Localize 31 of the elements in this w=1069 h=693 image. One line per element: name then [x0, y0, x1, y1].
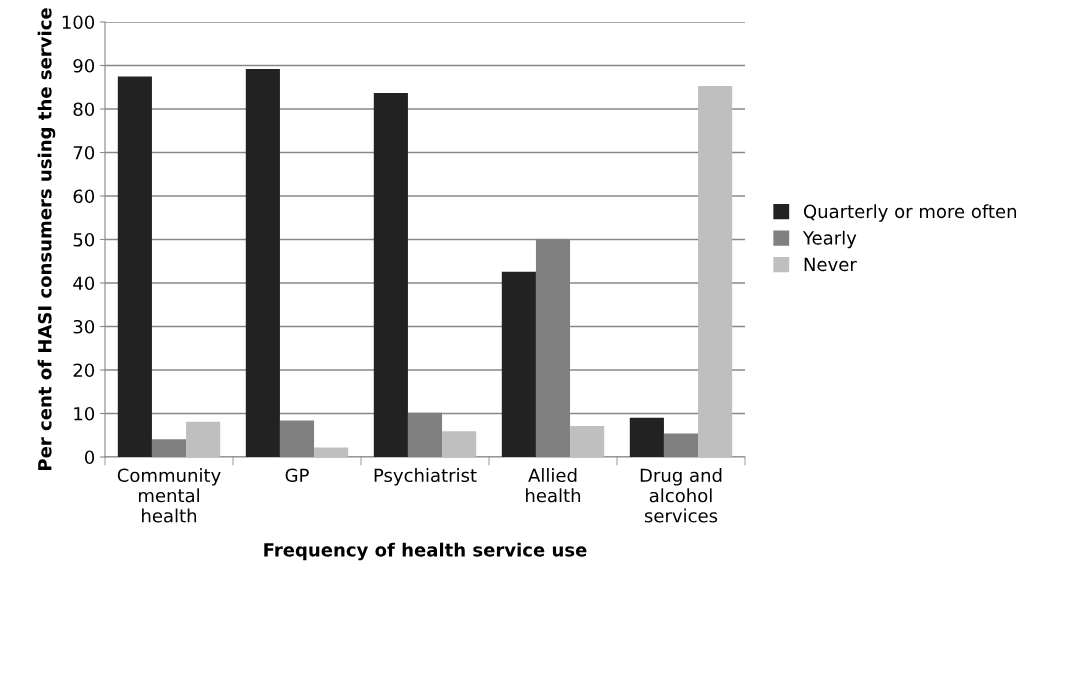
x-tick-label: Community mental health	[117, 468, 221, 523]
bar	[186, 421, 221, 457]
bar	[442, 431, 477, 457]
bar	[117, 76, 152, 457]
bar	[629, 417, 664, 457]
y-tick-label: 70	[73, 145, 95, 160]
x-tick-label: Drug and alcohol services	[640, 468, 722, 523]
legend-label: Yearly	[802, 230, 857, 249]
bar	[501, 271, 536, 457]
bar	[373, 92, 408, 457]
y-tick-label: 100	[62, 15, 95, 30]
y-tick-label: 40	[73, 276, 95, 291]
y-tick-label: 80	[73, 102, 95, 117]
y-tick-label: 90	[73, 58, 95, 73]
y-tick-label: 60	[73, 189, 95, 204]
bar	[698, 85, 733, 457]
bar	[314, 447, 349, 457]
y-tick-label: 50	[73, 232, 95, 247]
bar	[570, 426, 605, 457]
x-tick-label: Allied health	[526, 468, 581, 503]
legend-label: Never	[804, 257, 857, 272]
y-tick-label: 0	[84, 450, 95, 465]
legend-label: Quarterly or more often	[803, 204, 1017, 222]
x-axis-title: Frequency of health service use	[264, 542, 587, 561]
x-tick-label: GP	[285, 468, 309, 483]
y-axis-title: Per cent of HASI consumers using the service	[37, 8, 56, 470]
y-tick-label: 30	[73, 319, 95, 334]
bar	[245, 68, 280, 457]
x-tick-label: Psychiatrist	[374, 468, 477, 486]
y-tick-label: 20	[73, 363, 95, 378]
y-tick-label: 10	[74, 406, 95, 421]
